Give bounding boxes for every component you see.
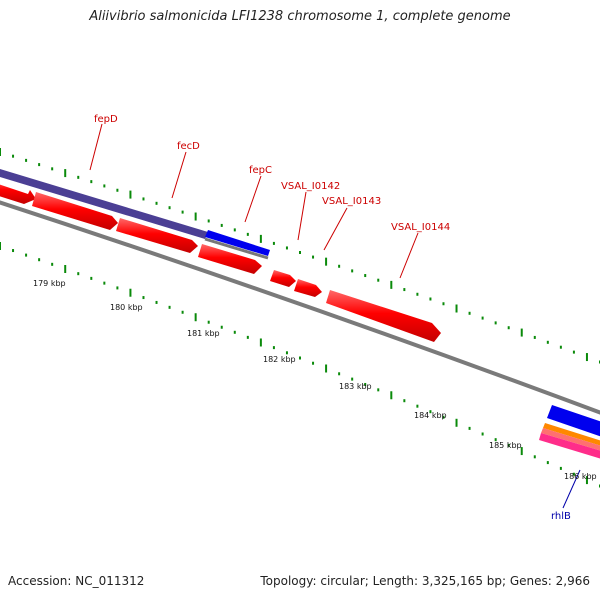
gene-arrow-vsal-i0143[interactable] <box>294 279 322 297</box>
scale-label: 185 kbp <box>489 441 522 450</box>
scale-label: 179 kbp <box>33 279 66 288</box>
leader-vsal-i0144 <box>399 232 419 279</box>
backbone-line <box>0 200 600 415</box>
leader-vsal-i0143 <box>323 207 348 251</box>
accession-text: Accession: NC_011312 <box>8 574 145 588</box>
gene-band-pink[interactable] <box>539 433 600 460</box>
scale-label: 182 kbp <box>263 355 296 364</box>
label-fecd[interactable]: fecD <box>177 141 200 152</box>
operon-underline <box>204 237 269 260</box>
scale-label: 180 kbp <box>110 303 143 312</box>
scale-label: 181 kbp <box>187 329 220 338</box>
tick-row-inner <box>0 242 600 488</box>
leader-fepd <box>89 123 103 171</box>
operon-span <box>0 169 208 239</box>
gene-arrow-fepc[interactable] <box>198 244 262 274</box>
gene-blue-right[interactable] <box>547 405 600 438</box>
gene-arrow-vsal-i0142[interactable] <box>270 270 296 287</box>
label-leaders <box>89 123 419 279</box>
leader-fepc <box>244 175 262 223</box>
genome-stats-text: Topology: circular; Length: 3,325,165 bp… <box>260 574 590 588</box>
label-vsal-i0142[interactable]: VSAL_I0142 <box>281 181 340 192</box>
scale-label: 186 kbp <box>564 472 597 481</box>
tick-row-outer <box>0 148 600 364</box>
leader-fecd <box>171 151 187 199</box>
map-title: Aliivibrio salmonicida LFI1238 chromosom… <box>89 9 511 24</box>
gene-fepc-highlight[interactable] <box>205 230 270 256</box>
leader-vsal-i0142 <box>297 191 307 241</box>
label-vsal-i0143[interactable]: VSAL_I0143 <box>322 196 381 207</box>
scale-label: 183 kbp <box>339 382 372 391</box>
gene-band-orange[interactable] <box>543 423 600 447</box>
gene-arrow-vsal-i0144[interactable] <box>326 290 441 342</box>
label-rhlb[interactable]: rhlB <box>551 511 571 522</box>
gene-arrow-1[interactable] <box>0 178 36 204</box>
gene-band-salmon[interactable] <box>541 428 600 452</box>
leader-rhlb <box>562 469 581 509</box>
label-fepd[interactable]: fepD <box>94 114 118 125</box>
gene-arrow-fecd[interactable] <box>116 218 198 253</box>
label-vsal-i0144[interactable]: VSAL_I0144 <box>391 222 450 233</box>
label-fepc[interactable]: fepC <box>249 165 272 176</box>
gene-arrow-fepd[interactable] <box>32 192 118 230</box>
scale-label: 184 kbp <box>414 411 447 420</box>
